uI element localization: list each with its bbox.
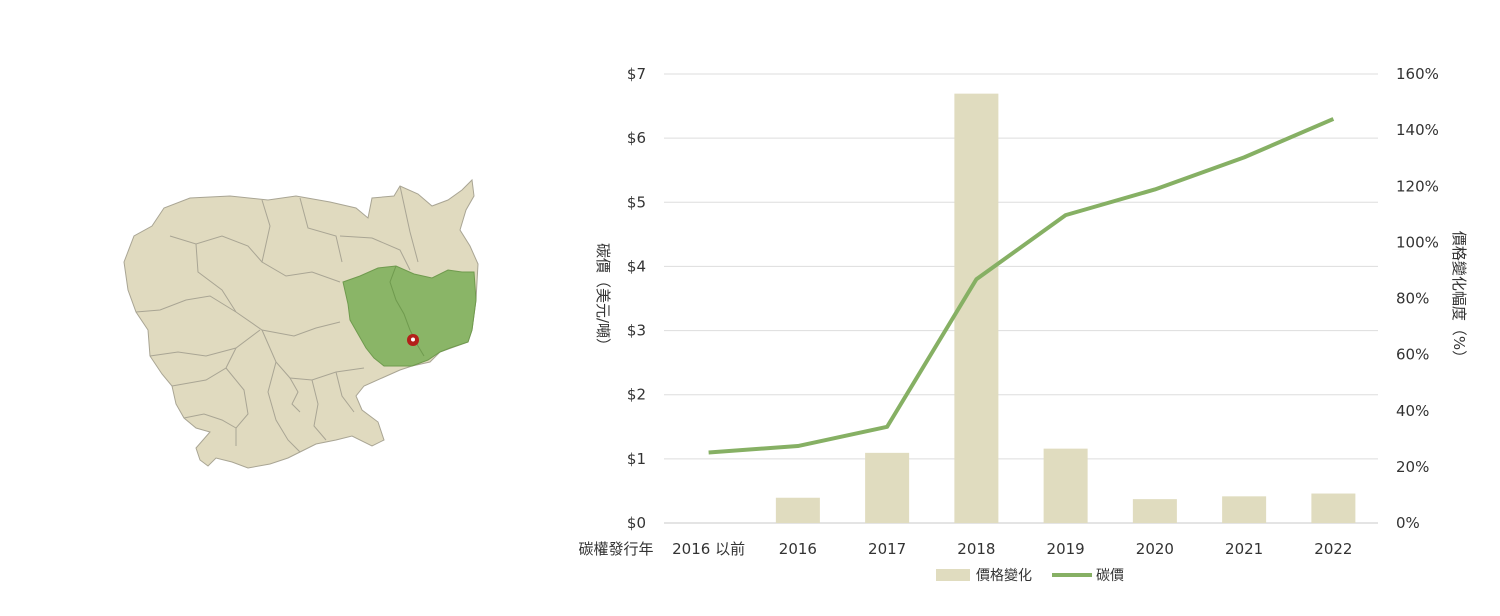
right-tick-label: 40% [1396,402,1429,420]
province-border-16 [289,377,301,413]
bar-2016 [775,497,820,523]
province-border-11 [225,367,249,446]
province-border-10 [171,347,237,387]
x-tick-label: 2019 [1047,540,1085,558]
x-tick-label: 2021 [1225,540,1263,558]
cambodia-outline [123,178,479,469]
bar-2017 [865,452,910,523]
province-border-14 [335,371,355,413]
province-border-0 [169,235,263,263]
province-border-9 [261,329,365,381]
right-tick-label: 160% [1396,65,1439,83]
province-border-15 [183,413,237,429]
bar-2018 [954,93,999,524]
province-borders [135,185,419,453]
grid-lines [664,73,1378,524]
legend-label-bars: 價格變化 [976,567,1032,584]
right-tick-label: 0% [1396,514,1420,532]
bar-2022 [1311,493,1356,523]
province-border-7 [149,329,261,357]
bar-2020 [1132,499,1177,523]
river-line [389,265,425,357]
left-tick-label: $6 [627,129,646,147]
right-tick-label: 20% [1396,458,1429,476]
legend-swatch-bars [936,569,970,581]
legend: 價格變化 碳價 [936,567,1124,584]
left-axis-title: 碳價（美元/噸） [594,243,612,353]
right-tick-label: 140% [1396,121,1439,139]
province-border-1 [195,243,237,313]
right-tick-label: 80% [1396,290,1429,308]
right-tick-label: 100% [1396,233,1439,251]
bar-series [775,93,1356,524]
carbon-price-line [708,117,1335,455]
line-series [708,117,1335,455]
right-axis-ticks: 0% 20% 40% 60% 80% 100% 120% 140% 160% [1396,65,1439,532]
map-pin-icon [407,334,419,346]
left-tick-label: $1 [627,450,646,468]
left-tick-label: $0 [627,514,646,532]
x-tick-label: 2018 [957,540,995,558]
cambodia-provinces [123,178,479,469]
highlighted-province [342,265,477,367]
province-border-5 [399,185,419,263]
left-tick-label: $5 [627,193,646,211]
bar-2021 [1222,496,1267,523]
bar-2019 [1043,448,1088,523]
left-tick-label: $4 [627,257,646,275]
x-tick-label: 2020 [1136,540,1174,558]
x-tick-label: 2017 [868,540,906,558]
x-axis-ticks: 2016 以前 2016 2017 2018 2019 2020 2021 2022 [672,540,1352,558]
province-border-3 [299,197,343,263]
left-tick-label: $7 [627,65,646,83]
x-tick-label: 2016 以前 [672,540,745,558]
province-border-2 [261,199,341,283]
x-axis-title: 碳權發行年 [578,540,653,558]
legend-label-line: 碳價 [1096,567,1124,584]
x-tick-label: 2016 [779,540,817,558]
province-border-13 [311,379,327,441]
x-tick-label: 2022 [1314,540,1352,558]
province-border-4 [339,235,411,271]
right-axis-title: 價格變化幅度（%） [1450,231,1468,365]
province-border-12 [267,361,301,453]
left-tick-label: $2 [627,386,646,404]
province-border-8 [235,311,341,337]
right-tick-label: 60% [1396,346,1429,364]
province-border-6 [135,295,237,313]
left-axis-ticks: $0 $1 $2 $3 $4 $5 $6 $7 [627,65,646,532]
left-tick-label: $3 [627,322,646,340]
right-tick-label: 120% [1396,177,1439,195]
